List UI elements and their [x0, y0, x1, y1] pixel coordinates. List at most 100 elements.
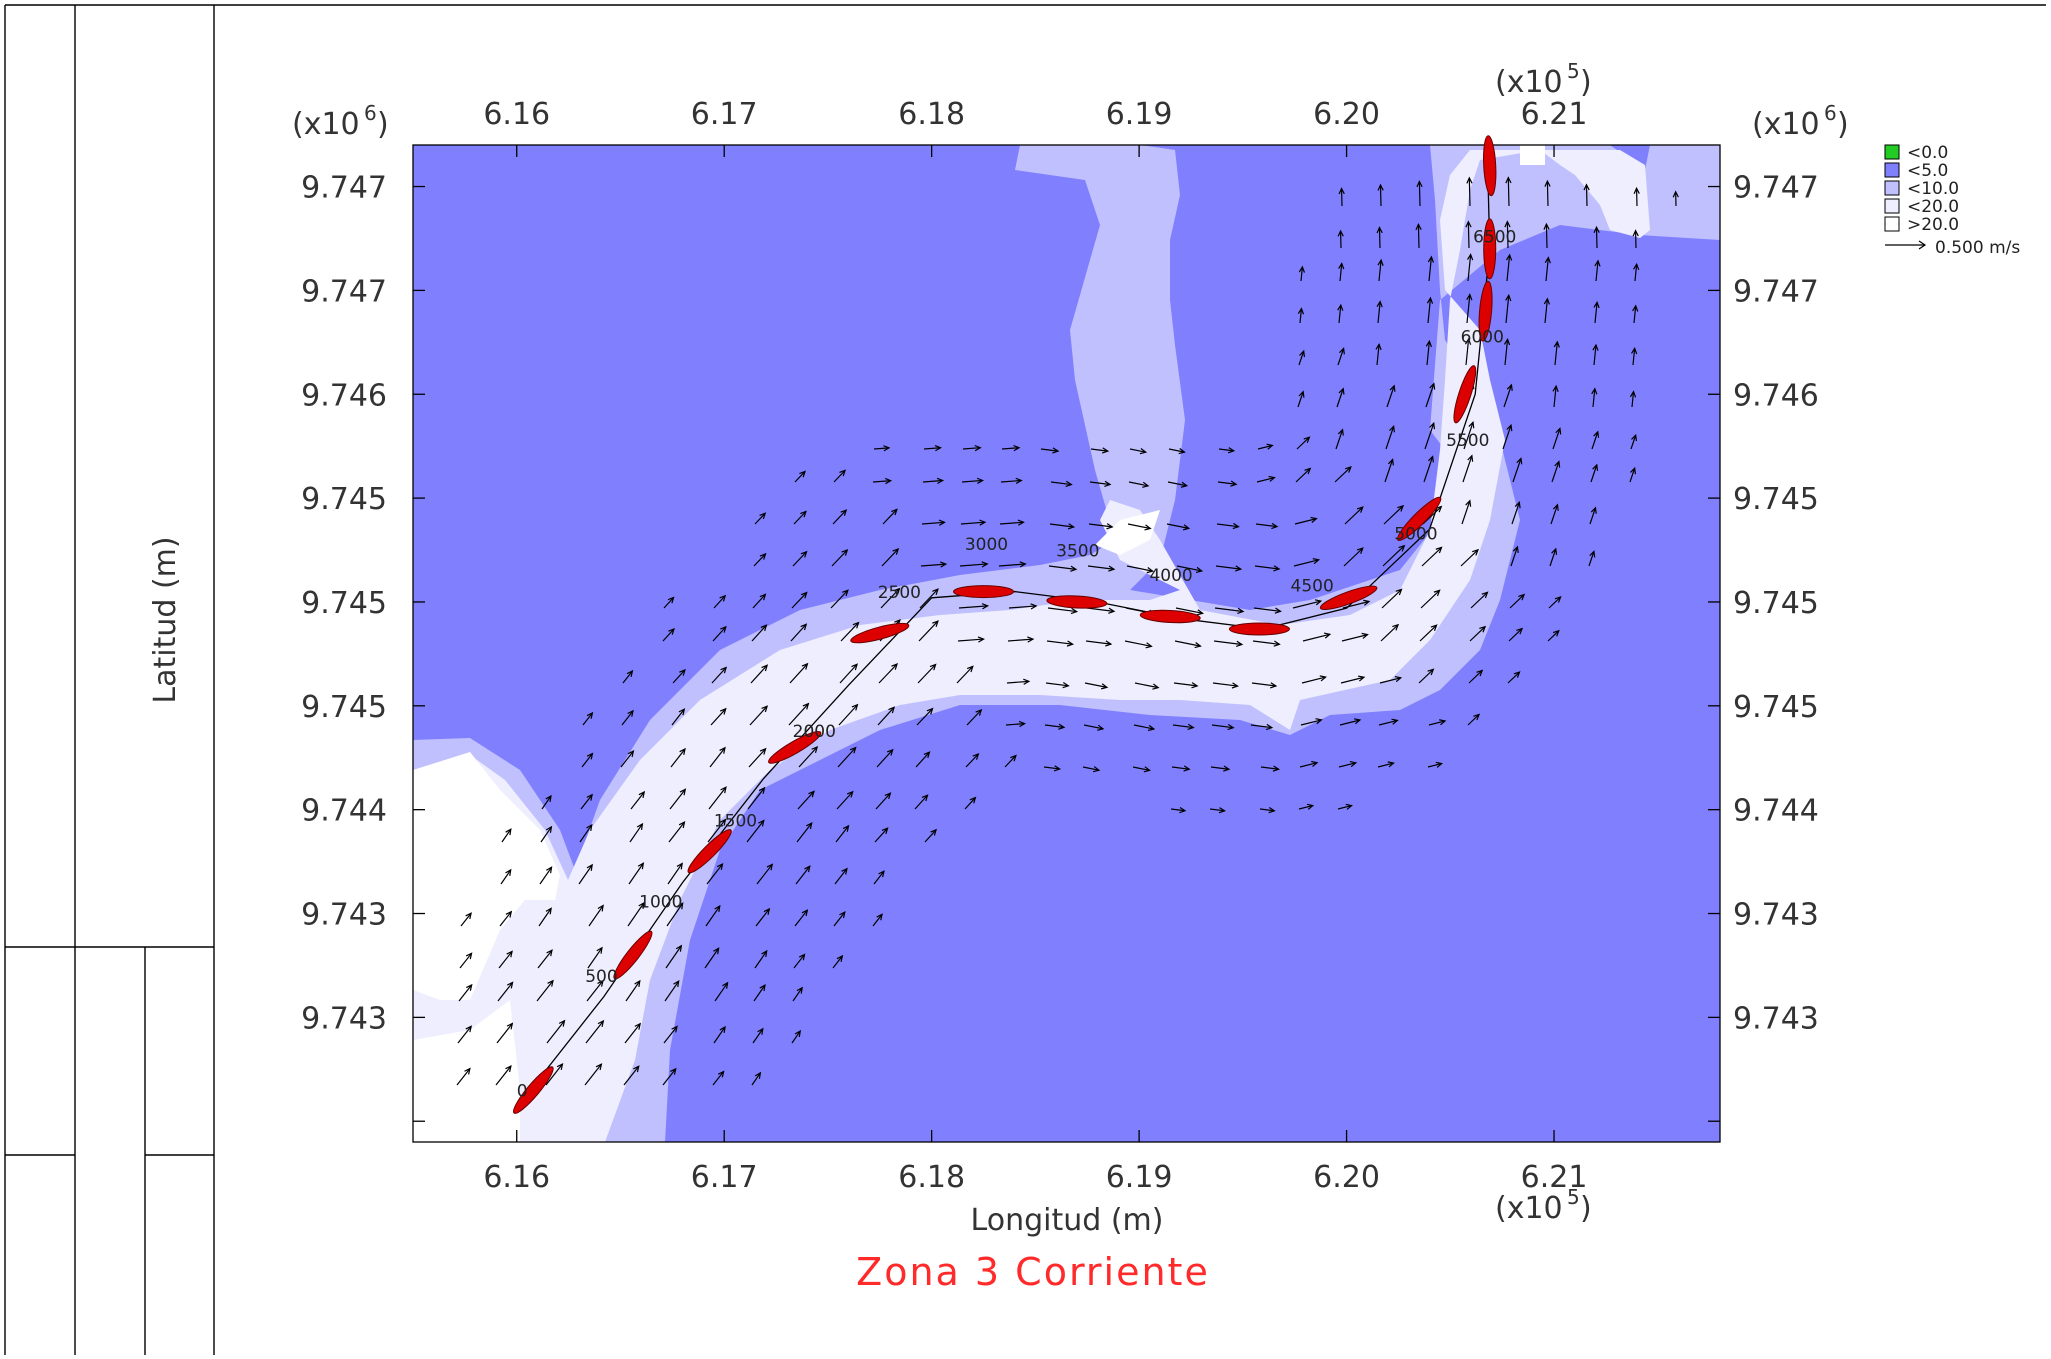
ship-position-mark [687, 829, 732, 874]
current-vector-arrow [794, 470, 806, 483]
current-vector-arrow [1338, 187, 1345, 207]
current-vector-arrow [1380, 623, 1400, 642]
current-vector-arrow [499, 910, 513, 927]
current-vector-arrow [798, 745, 819, 768]
current-vector-arrow [876, 748, 894, 768]
current-vector-arrow [629, 822, 644, 843]
y-tick-label-right: 9.745 [1733, 482, 1819, 517]
current-vector-arrow [840, 621, 860, 642]
current-vector-arrow [1466, 293, 1473, 324]
current-vector-arrow [958, 603, 990, 610]
ship-position-mark [613, 930, 653, 980]
current-vector-arrow [1255, 522, 1279, 530]
current-vector-arrow [1299, 760, 1319, 768]
current-vector-arrow [1593, 225, 1600, 249]
current-vector-arrow [791, 1029, 802, 1044]
current-vector-arrow [1547, 629, 1560, 642]
y-tick-label-left: 9.744 [301, 794, 387, 829]
current-vector-arrow [1172, 723, 1195, 731]
current-vector-arrow [1469, 625, 1487, 642]
current-vector-arrow [672, 668, 686, 684]
current-vector-arrow [1170, 806, 1187, 814]
current-vector-arrow [1000, 477, 1023, 484]
current-vector-arrow [1467, 253, 1474, 282]
y-tick-label-left: 9.747 [301, 274, 387, 309]
current-vector-arrow [457, 1025, 473, 1044]
current-vector-arrow [663, 596, 675, 609]
current-vector-arrow [706, 862, 724, 885]
current-vector-arrow [1344, 506, 1364, 525]
current-vector-arrow [537, 949, 553, 969]
current-vector-arrow [1550, 503, 1559, 525]
current-vector-arrow [1503, 383, 1513, 408]
current-vector-arrow [1050, 480, 1073, 488]
legend-label: <0.0 [1907, 143, 1948, 163]
current-vector-arrow [753, 983, 766, 1002]
current-vector-arrow [713, 594, 727, 609]
current-vector-arrow [711, 666, 728, 684]
current-vector-arrow [578, 863, 593, 885]
y-tick-label-right: 9.745 [1733, 586, 1819, 621]
current-vector-arrow [1377, 761, 1395, 768]
svg-text:6: 6 [1824, 101, 1837, 125]
chainage-label: 2000 [793, 722, 836, 742]
svg-text:5: 5 [1567, 1185, 1580, 1209]
current-vector-arrow [1341, 632, 1369, 642]
current-vector-arrow [710, 707, 727, 726]
current-vector-arrow [1376, 300, 1383, 324]
current-vector-arrow [1044, 723, 1066, 730]
current-vector-arrow [916, 707, 934, 726]
current-vector-arrow [500, 868, 512, 885]
current-vector-arrow [1211, 723, 1235, 731]
current-vector-arrow [627, 901, 645, 927]
current-vector-arrow [1505, 293, 1512, 324]
y-tick-label-left: 9.743 [301, 898, 387, 933]
current-vector-arrow [1543, 297, 1551, 324]
y-tick-label-left: 9.745 [301, 690, 387, 725]
current-vector-arrow [956, 665, 974, 684]
current-vector-arrow [1424, 421, 1436, 450]
x-axis-label: Longitud (m) [971, 1203, 1164, 1238]
current-vector-arrow [918, 620, 939, 642]
current-vector-arrow [1334, 465, 1352, 483]
x-tick-label-top: 6.16 [483, 97, 550, 132]
x-tick-label-bottom: 6.20 [1313, 1160, 1380, 1195]
current-vector-arrow [1375, 342, 1382, 366]
current-vector-arrow [791, 591, 808, 609]
current-vector-arrow [756, 863, 774, 885]
current-vector-arrow [1509, 593, 1526, 609]
current-vector-arrow [668, 821, 686, 843]
current-vector-arrow [625, 979, 641, 1002]
plot-border [412, 144, 1721, 1143]
current-vector-arrow [835, 824, 850, 843]
current-vector-arrow [1253, 607, 1282, 614]
current-vector-arrow [704, 947, 720, 969]
current-vector-arrow [1381, 588, 1403, 609]
x-tick-label-top: 6.17 [691, 97, 758, 132]
chainage-label: 6500 [1473, 228, 1516, 248]
current-vector-arrow [708, 786, 727, 810]
axis-ticks: 6.16 6.16 6.17 6.17 6.18 6.18 6.19 6.19 6.20 6.20… [301, 97, 1819, 1195]
current-vector-arrow [917, 663, 937, 684]
current-vector-arrow [664, 980, 680, 1002]
chart-title: Zona 3 Corriente [856, 1250, 1210, 1294]
current-vector-arrow [498, 950, 513, 969]
legend-swatch [1884, 162, 1900, 178]
current-vector-arrow [1001, 444, 1021, 452]
current-vector-arrow [1167, 481, 1189, 488]
current-vector-arrow [962, 444, 982, 452]
current-vector-arrow [874, 827, 889, 843]
ship-position-mark [850, 622, 910, 644]
current-vector-arrow [1343, 547, 1364, 567]
current-vector-arrow [964, 796, 977, 810]
current-vector-arrow [919, 588, 939, 609]
legend-label: <5.0 [1907, 161, 1948, 181]
land-region-sw [413, 1000, 520, 1142]
current-vector-arrow [1174, 640, 1202, 649]
current-vector-arrow [1214, 607, 1245, 614]
current-vector-arrow [1082, 766, 1101, 773]
current-vector-arrow [1590, 463, 1599, 483]
current-vector-arrow [665, 944, 683, 969]
current-vector-arrow [832, 954, 844, 969]
chainage-label: 0 [517, 1081, 528, 1101]
